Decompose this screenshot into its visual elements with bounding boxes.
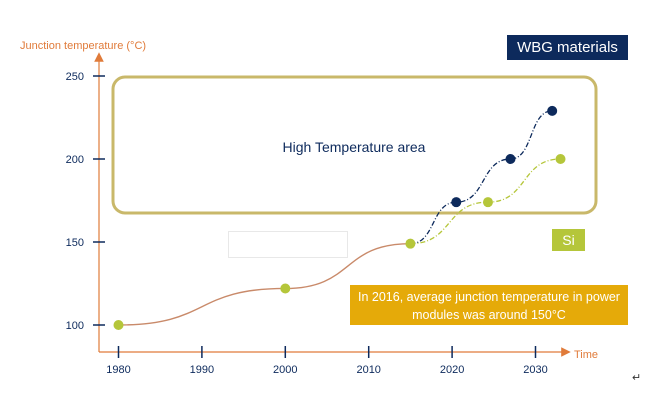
y-tick-label: 150: [66, 237, 84, 249]
x-tick-label: 1990: [190, 364, 214, 376]
y-tick-label: 250: [66, 71, 84, 83]
empty-placeholder-box: [228, 231, 348, 258]
si-data-point: [482, 197, 493, 208]
x-axis-label: Time: [574, 349, 598, 361]
x-tick-label: 2010: [356, 364, 380, 376]
x-ticks: 1980 1990 2000 2010 2020 2030: [106, 346, 548, 376]
x-tick-label: 2030: [523, 364, 547, 376]
si-data-point: [113, 320, 124, 330]
high-temperature-area: [111, 75, 598, 215]
y-ticks: 100 150 200 250: [66, 71, 105, 332]
wbg-data-point: [505, 154, 516, 164]
si-data-point: [280, 283, 291, 294]
legend-wbg-materials: WBG materials: [507, 35, 628, 60]
wbg-data-point: [451, 197, 462, 208]
si-data-point: [405, 238, 416, 249]
return-mark-icon: ↵: [632, 372, 642, 384]
y-axis-label: Junction temperature (°C): [20, 40, 146, 52]
y-tick-label: 200: [66, 154, 84, 166]
wbg-projection-line: [410, 110, 553, 245]
y-tick-label: 100: [66, 320, 84, 332]
legend-si: Si: [552, 229, 585, 251]
series-points: [113, 105, 566, 330]
wbg-data-point: [547, 105, 558, 116]
si-data-point: [555, 154, 566, 164]
x-tick-label: 2000: [273, 364, 297, 376]
high-temperature-area-label: High Temperature area: [283, 139, 426, 155]
x-tick-label: 2020: [440, 364, 464, 376]
x-tick-label: 1980: [106, 364, 130, 376]
annotation-note: In 2016, average junction temperature in…: [350, 285, 628, 325]
